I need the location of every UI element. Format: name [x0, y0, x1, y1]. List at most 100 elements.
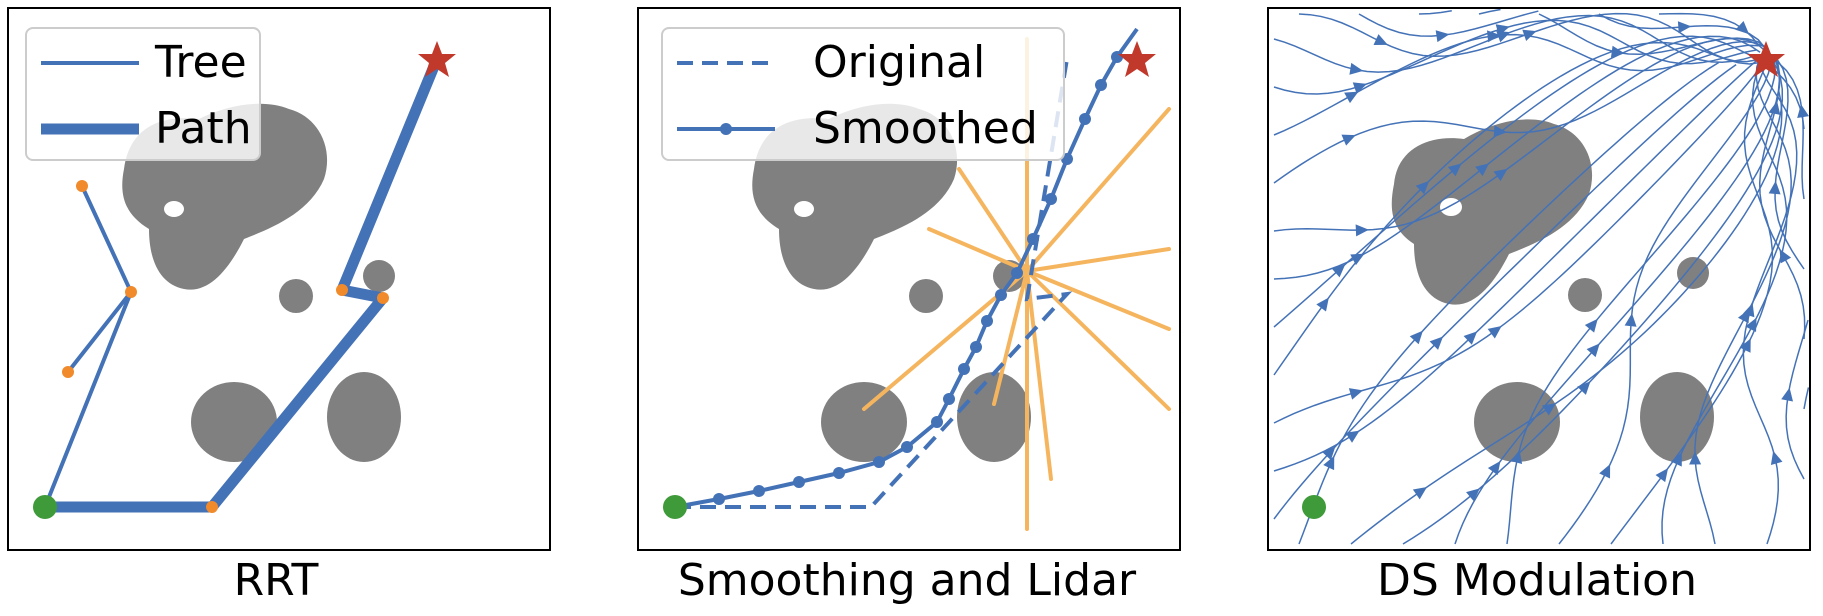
smoothing-panel: Original Smoothed — [637, 7, 1181, 551]
ds-plot — [1273, 9, 1809, 545]
streamline — [1273, 41, 1761, 376]
round-obstacle-2 — [1640, 372, 1714, 462]
stream-arrow — [1610, 45, 1625, 58]
stream-arrow — [1447, 163, 1462, 177]
streamline — [1769, 56, 1805, 200]
streamline — [1298, 61, 1720, 545]
large-obstacle — [1391, 119, 1593, 305]
streamline — [1538, 13, 1768, 56]
smoothed-point — [1011, 267, 1023, 279]
smoothed-point — [1045, 193, 1057, 205]
stream-arrow — [1316, 297, 1329, 312]
round-obstacle-1 — [191, 382, 277, 462]
small-obstacle-1 — [1568, 278, 1602, 312]
stream-arrow — [1487, 30, 1501, 43]
legend-item-tree: Tree — [27, 33, 259, 93]
rrt-nodes — [62, 180, 389, 513]
stream-arrow — [1429, 336, 1444, 350]
stream-arrow — [1355, 224, 1369, 237]
stream-arrow — [1463, 331, 1478, 345]
legend-label: Tree — [155, 37, 247, 88]
rrt-tree — [43, 184, 134, 509]
smoothed-point — [943, 393, 955, 405]
smoothed-point — [1111, 51, 1123, 63]
smoothed-point — [1095, 79, 1107, 91]
stream-arrow — [1624, 313, 1637, 327]
legend-label: Path — [155, 103, 252, 154]
stream-arrow — [1412, 487, 1427, 500]
thin-line-swatch — [41, 61, 139, 65]
round-obstacle-1 — [1474, 382, 1560, 462]
stream-arrow — [1599, 464, 1611, 479]
smoothed-point — [713, 493, 725, 505]
streamline — [1273, 60, 1757, 472]
legend-item-path: Path — [27, 99, 259, 159]
stream-arrow — [1689, 451, 1702, 465]
stream-arrow — [1322, 446, 1336, 461]
tree-node — [377, 292, 389, 304]
stream-arrow — [1542, 403, 1557, 416]
legend-item-smoothed: Smoothed — [663, 99, 1063, 159]
dotted-line-swatch — [677, 123, 775, 135]
stream-arrow — [1655, 468, 1669, 483]
streamline — [1742, 61, 1798, 545]
round-obstacle-2 — [327, 372, 401, 462]
smoothed-point — [1027, 233, 1039, 245]
stream-arrow — [1341, 134, 1356, 146]
lidar-ray — [1025, 269, 1171, 411]
small-obstacle-2 — [363, 260, 395, 292]
dashed-line-swatch — [677, 61, 775, 65]
small-obstacle-1 — [909, 279, 943, 313]
stream-arrow — [1735, 20, 1750, 35]
streamline — [1767, 51, 1805, 270]
streamline — [1454, 58, 1781, 545]
streamline — [1350, 91, 1783, 545]
stream-arrow — [1742, 303, 1755, 318]
stream-arrow — [1349, 62, 1364, 75]
rrt-legend: Tree Path — [25, 27, 261, 161]
start-marker — [33, 495, 57, 519]
lidar-ray — [1025, 107, 1171, 273]
stream-arrow — [1435, 30, 1450, 43]
smoothing-legend: Original Smoothed — [661, 27, 1065, 161]
legend-label: Smoothed — [813, 103, 1038, 154]
streamline — [1273, 56, 1767, 424]
stream-arrows — [1316, 20, 1809, 502]
streamline — [1506, 55, 1776, 545]
start-marker — [663, 495, 687, 519]
smoothed-point — [958, 363, 970, 375]
stream-arrow — [1493, 125, 1508, 138]
stream-arrow — [1475, 163, 1490, 177]
stream-arrow — [1745, 317, 1757, 332]
stream-arrow — [1797, 104, 1809, 119]
smoothed-point — [970, 341, 982, 353]
lidar-ray — [1025, 247, 1171, 273]
smoothed-point — [753, 485, 765, 497]
smoothed-point — [833, 467, 845, 479]
goal-star — [1747, 41, 1785, 77]
start-marker — [1302, 495, 1326, 519]
smoothed-point — [995, 289, 1007, 301]
obstacle-hole — [164, 201, 184, 217]
lidar-ray — [992, 269, 1029, 406]
tree-node — [125, 286, 137, 298]
legend-item-original: Original — [663, 33, 1063, 93]
round-obstacle-2 — [957, 372, 1031, 462]
tree-node — [206, 501, 218, 513]
tree-node — [336, 284, 348, 296]
stream-arrow — [1350, 253, 1365, 266]
thick-line-swatch — [41, 123, 139, 135]
goal-star — [418, 41, 456, 77]
obstacle-hole — [794, 201, 814, 217]
stream-arrow — [1586, 343, 1600, 358]
lidar-ray — [1025, 269, 1171, 331]
lidar-ray — [927, 227, 1029, 273]
stream-arrow — [1781, 387, 1794, 402]
lidar-ray — [957, 167, 1029, 273]
stream-arrow — [1779, 249, 1792, 264]
smoothed-point — [901, 441, 913, 453]
streamline — [1418, 10, 1452, 15]
stream-arrow — [1409, 330, 1423, 345]
smoothed-point — [981, 315, 993, 327]
stream-arrow — [1768, 100, 1781, 115]
